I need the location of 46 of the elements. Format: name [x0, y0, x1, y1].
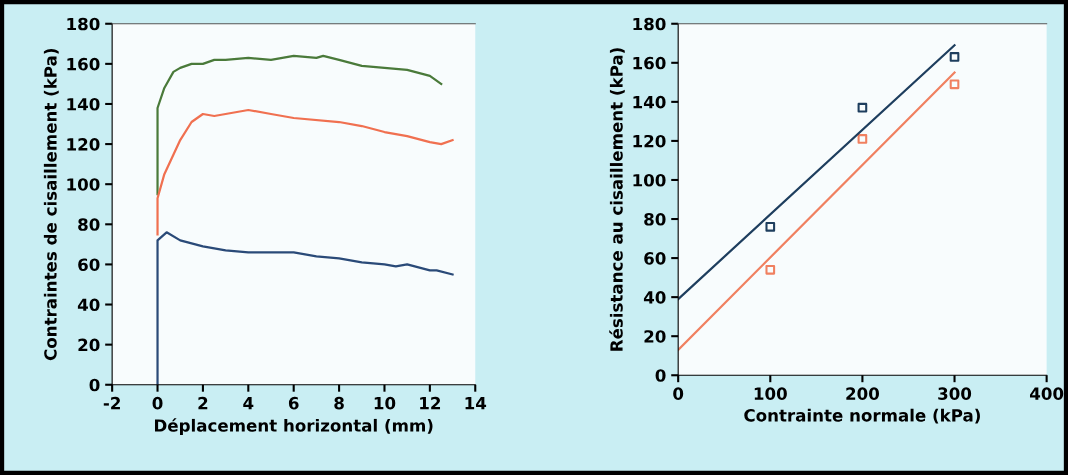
x-tick-label: 200	[846, 387, 880, 400]
y-tick-label: 60	[78, 258, 100, 271]
y-tick-label: 160	[633, 56, 666, 70]
y-tick-label: 0	[655, 369, 666, 382]
point	[949, 52, 960, 62]
y-axis-title: Contraintes de cisaillement (kPa)	[43, 48, 59, 361]
y-tick-label: 20	[78, 338, 100, 352]
x-tick-label: 400	[1030, 387, 1064, 400]
x-tick-label: 2	[198, 396, 208, 410]
y-tick-label: 140	[67, 97, 100, 111]
y-tick-label: 80	[78, 218, 100, 231]
y-tick-label: 100	[633, 173, 666, 187]
x-tick-label: 14	[465, 397, 487, 410]
x-tick-label: 0	[673, 387, 684, 400]
y-tick-label: 40	[643, 291, 666, 304]
y-tick-label: 20	[644, 330, 666, 343]
y-tick-label: 60	[644, 252, 666, 265]
point	[857, 102, 868, 113]
x-tick-label: 6	[288, 396, 299, 410]
y-tick-label: 80	[644, 212, 666, 226]
y-tick-label: 120	[633, 134, 666, 148]
point	[857, 134, 868, 144]
x-axis-title: Déplacement horizontal (mm)	[154, 418, 433, 436]
y-tick-label: 180	[633, 17, 666, 31]
x-tick-label: 100	[754, 387, 787, 400]
x-tick-label: 10	[374, 396, 396, 410]
y-tick-label: 100	[67, 178, 100, 191]
line-series	[156, 54, 443, 196]
x-tick-label: 300	[938, 387, 972, 400]
x-tick-label: 8	[334, 396, 344, 410]
x-tick-label: 0	[152, 396, 163, 410]
y-tick-label: 160	[67, 57, 100, 71]
line-series	[156, 231, 454, 385]
line-series	[156, 108, 454, 236]
x-axis-title: Contrainte normale (kPa)	[744, 408, 980, 424]
y-tick-label: 120	[67, 138, 100, 151]
y-tick-label: 40	[77, 298, 100, 312]
point	[765, 222, 776, 232]
y-tick-label: 140	[633, 95, 666, 109]
x-tick-label: 4	[243, 397, 254, 410]
x-tick-label: -2	[103, 396, 120, 410]
y-axis-title: Résistance au cisaillement (kPa)	[609, 48, 625, 351]
y-tick-label: 180	[67, 17, 100, 31]
point	[765, 264, 776, 275]
point	[949, 79, 960, 90]
x-tick-label: 12	[420, 396, 441, 410]
